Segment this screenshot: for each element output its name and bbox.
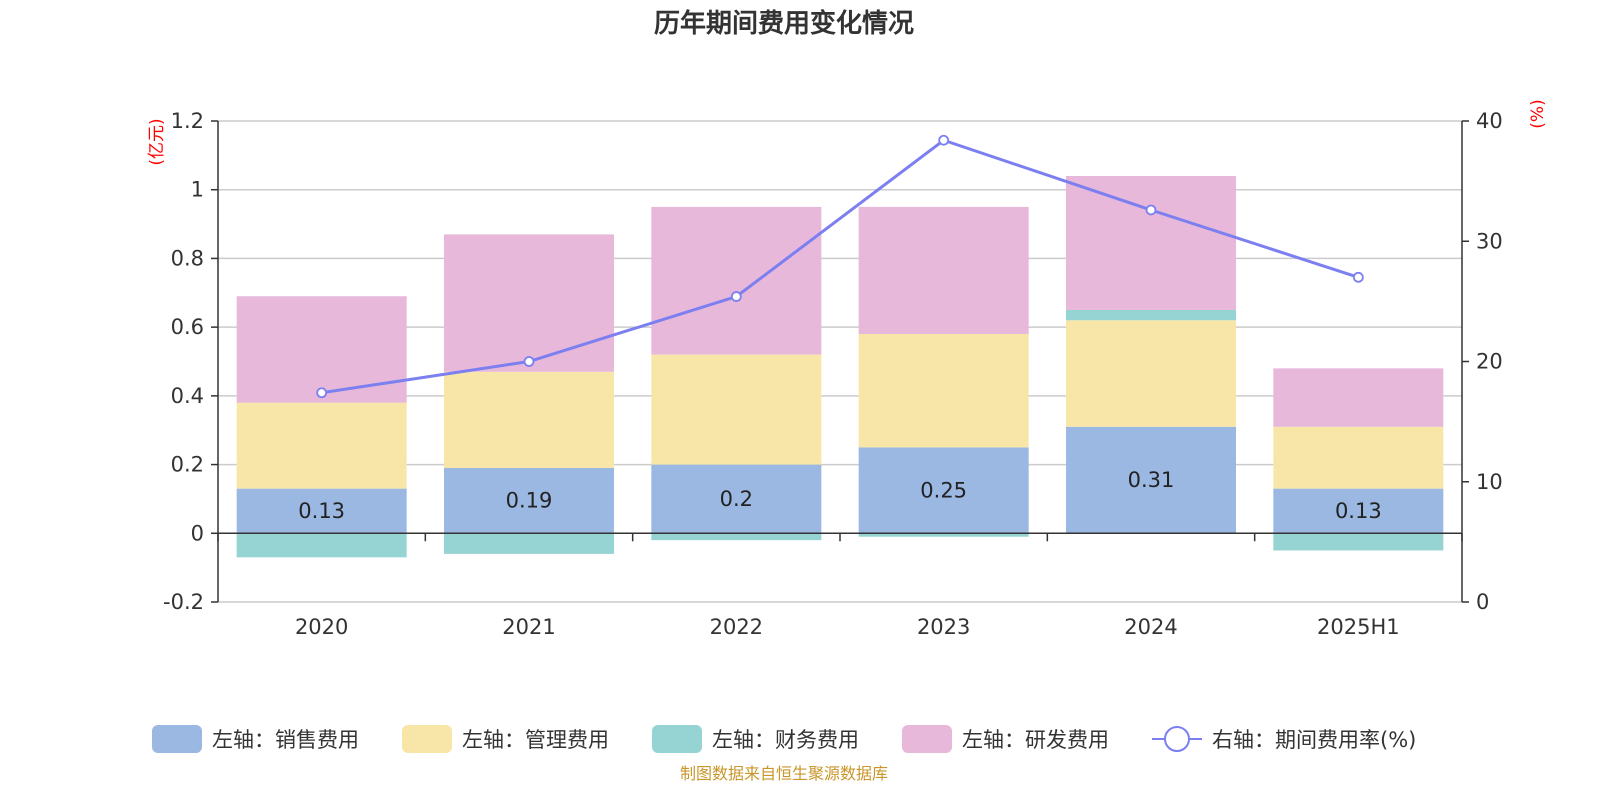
bar-2025H1 (1273, 426, 1444, 489)
left-tick-label: 0.8 (171, 246, 204, 270)
left-tick-label: -0.2 (163, 590, 204, 614)
right-tick-label: 30 (1476, 229, 1503, 253)
rate-line-path (321, 138, 1359, 395)
bar-2021 (444, 234, 614, 372)
right-tick-label: 20 (1476, 350, 1503, 374)
bar-2020 (236, 402, 407, 489)
bar-2021 (444, 468, 614, 534)
data-labels: 0.13 0.19 0.2 0.25 0.31 0.13 (298, 468, 1381, 523)
bar-2024 (1066, 175, 1236, 310)
rate-point (1145, 204, 1157, 216)
right-tick-label: 10 (1476, 470, 1503, 494)
legend-swatch (902, 725, 952, 753)
data-label: 0.13 (1335, 499, 1382, 523)
legend: 左轴：销售费用 左轴：管理费用 左轴：财务费用 左轴：研发费用 右轴：期间费用率(%) (152, 725, 1416, 753)
legend-label: 左轴：研发费用 (962, 728, 1109, 752)
right-axis-unit: (%) (1528, 99, 1548, 128)
bar-2022 (651, 354, 822, 465)
legend-label: 左轴：管理费用 (462, 728, 609, 752)
chart-title: 历年期间费用变化情况 (654, 8, 914, 39)
bar-2025H1 (1273, 488, 1444, 534)
bars (236, 175, 1444, 558)
right-tick-label: 0 (1476, 590, 1489, 614)
legend-swatch (402, 725, 452, 753)
data-label: 0.25 (920, 478, 967, 502)
bar-2022 (651, 464, 822, 534)
x-tick-label: 2025H1 (1317, 615, 1400, 639)
rate-point (938, 134, 950, 146)
rate-point (730, 291, 742, 302)
legend-label: 左轴：销售费用 (212, 728, 359, 752)
rate-point (1352, 271, 1364, 283)
bar-2020 (236, 488, 407, 534)
x-tick-label: 2020 (295, 615, 348, 639)
left-tick-label: 1 (191, 178, 204, 202)
left-tick-label: 0.4 (171, 384, 204, 408)
x-tick-label: 2023 (917, 615, 970, 639)
bar-2023 (858, 206, 1029, 335)
bar-2023 (858, 334, 1029, 448)
data-source-note: 制图数据来自恒生聚源数据库 (680, 764, 888, 783)
left-tick-label: 0.2 (171, 453, 204, 477)
bar-2022 (651, 533, 822, 541)
left-axis-unit: (亿元) (147, 118, 167, 165)
x-tick-label: 2024 (1124, 615, 1177, 639)
bar-2021 (444, 533, 614, 554)
bar-2025H1 (1273, 533, 1444, 551)
left-tick-label: 1.2 (171, 109, 204, 133)
data-label: 0.31 (1128, 468, 1175, 492)
bar-2022 (651, 206, 822, 355)
x-tick-label: 2022 (710, 615, 763, 639)
axes: -0.2 0 0.2 0.4 0.6 0.8 1 1.2 0 10 20 30 40 2020 2021 20… (163, 109, 1503, 639)
legend-circle-marker (1164, 726, 1190, 752)
rate-line (316, 134, 1364, 399)
data-label: 0.2 (720, 487, 753, 511)
rate-point (316, 387, 328, 399)
x-tick-label: 2021 (502, 615, 555, 639)
legend-label: 左轴：财务费用 (712, 728, 859, 752)
bar-2023 (858, 533, 1029, 537)
bar-2021 (444, 371, 614, 469)
left-tick-label: 0.6 (171, 315, 204, 339)
bar-2024 (1066, 320, 1236, 427)
bar-2025H1 (1273, 368, 1444, 427)
bar-2024 (1066, 309, 1236, 321)
legend-label: 右轴：期间费用率(%) (1212, 728, 1416, 752)
legend-swatch (152, 725, 202, 753)
legend-swatch (652, 725, 702, 753)
bar-2020 (236, 533, 407, 558)
right-tick-label: 40 (1476, 109, 1503, 133)
left-tick-label: 0 (191, 521, 204, 545)
bar-2023 (858, 447, 1029, 534)
data-label: 0.13 (298, 499, 345, 523)
data-label: 0.19 (506, 489, 553, 513)
bar-2024 (1066, 426, 1236, 534)
bar-2020 (236, 296, 407, 403)
rate-point (523, 356, 535, 367)
